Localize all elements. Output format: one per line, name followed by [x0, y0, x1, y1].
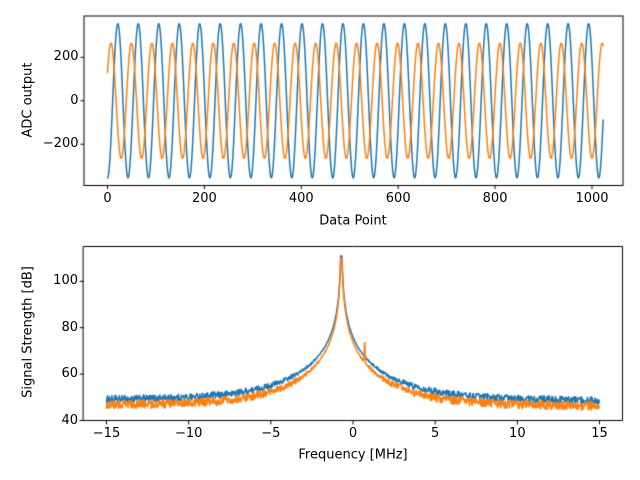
x-tick-label: 15: [591, 426, 608, 441]
x-tick-label: −5: [261, 426, 281, 441]
top-plot-x-axis-label: Data Point: [319, 213, 387, 229]
bottom-plot-y-axis-label: Signal Strength [dB]: [20, 266, 36, 398]
y-tick-label: 200: [53, 49, 79, 65]
x-tick-label: 0: [103, 191, 112, 206]
y-tick-label: −200: [42, 136, 79, 152]
y-tick-label: 60: [61, 366, 78, 382]
x-tick-label: −15: [92, 426, 121, 441]
x-tick-label: 5: [431, 426, 440, 441]
x-tick-label: −10: [174, 426, 203, 441]
x-tick-label: 200: [191, 191, 217, 206]
x-tick-label: 10: [509, 426, 526, 441]
y-tick-label: 0: [70, 92, 79, 108]
y-tick-label: 80: [61, 319, 78, 335]
bottom-plot-x-axis-label: Frequency [MHz]: [298, 447, 408, 463]
y-tick-label: 100: [53, 273, 78, 289]
top-plot-y-axis-label: ADC output: [20, 62, 36, 138]
x-tick-label: 800: [482, 191, 508, 206]
y-tick-label: 40: [61, 412, 78, 428]
x-tick-label: 0: [348, 426, 358, 441]
x-tick-label: 400: [288, 191, 314, 206]
x-tick-label: 600: [385, 191, 411, 206]
x-tick-label: 1000: [575, 191, 609, 206]
